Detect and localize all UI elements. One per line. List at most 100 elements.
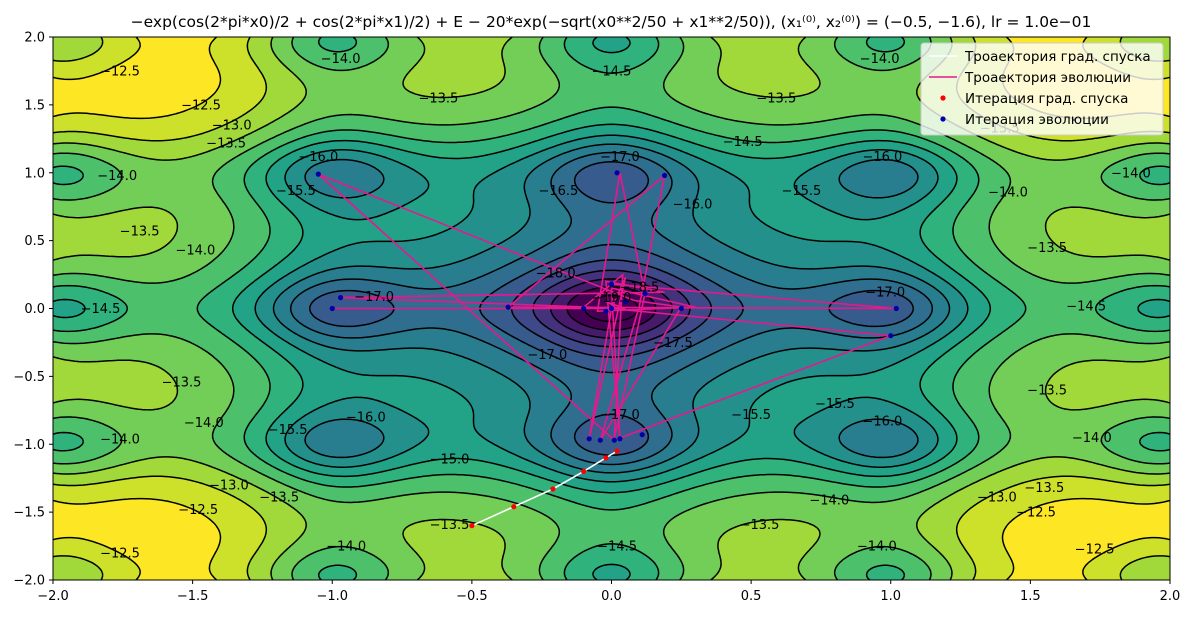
contour-label: −13.5 [418,92,458,107]
contour-label: −14.0 [809,493,849,508]
contour-label: −15.5 [815,397,855,412]
contour-label: −13.5 [430,518,470,533]
contour-label: −14.0 [326,540,366,555]
contour-label: −17.0 [600,408,640,423]
legend-label: Итерация эволюции [965,112,1109,128]
contour-label: −17.0 [600,150,640,165]
contour-label: −12.5 [1016,506,1056,521]
legend-label: Троаектория эволюции [964,70,1131,86]
contour-label: −12.5 [1075,542,1115,557]
series-point-3 [893,305,899,312]
series-point-3 [642,291,648,297]
series-point-3 [639,432,645,438]
x-tick-label: 0.5 [741,589,762,604]
series-point-3 [622,299,629,305]
contour-label: −16.0 [862,415,902,430]
contour-label: −14.0 [100,432,140,447]
contour-label: −14.0 [321,52,361,67]
series-point-2 [511,504,517,510]
y-tick-label: 0.5 [24,234,45,249]
series-point-2 [469,523,475,529]
series-point-3 [888,333,894,339]
y-tick-label: −1.0 [13,438,45,453]
contour-label: −13.0 [977,491,1017,506]
contour-label: −17.0 [865,286,905,301]
y-axis: 2.0 1.5 1.0 0.5 0.0 −0.5 −1.0 −1.5 −2.0 [13,31,53,589]
x-tick-label: 2.0 [1160,589,1181,604]
contour-label: −16.0 [298,150,338,165]
contour-label: −12.5 [181,98,221,113]
contour-label: −14.5 [597,540,637,555]
y-tick-label: −2.0 [13,574,45,589]
contour-label: −13.5 [1024,481,1064,496]
contour-label: −13.5 [162,375,202,390]
contour-line [53,37,1170,580]
series-point-3 [678,305,684,312]
contour-label: −14.0 [860,52,900,67]
contour-label: −13.5 [259,491,299,506]
contour-label: −15.5 [268,423,308,438]
y-tick-label: −1.5 [13,506,45,521]
x-axis: −2.0 −1.5 −1.0 −0.5 0.0 0.5 1.0 1.5 2.0 [37,580,1180,604]
contour-label: −14.0 [1111,166,1151,181]
chart-title: −exp(cos(2*pi*x0)/2 + cos(2*pi*x1)/2) + … [131,13,1092,31]
series-point-3 [611,437,617,443]
contour-label: −17.0 [354,290,394,305]
contour-label: −13.5 [206,136,246,151]
series-point-3 [329,305,335,312]
contour-label: −14.5 [1066,299,1106,314]
contour-line [53,37,1170,580]
legend-swatch [940,116,946,122]
series-point-2 [550,486,556,492]
contour-line [308,161,915,456]
contour-label: −14.5 [723,135,763,150]
contour-label: −14.0 [175,244,215,259]
contour-label: −14.5 [592,64,632,79]
x-tick-label: −0.5 [456,589,488,604]
contour-label: −13.5 [120,225,160,240]
contour-label: −16.5 [538,184,578,199]
contour-labels: −12.5−12.5−13.0−13.5−14.0−13.5−14.5−13.5… [81,52,1151,561]
contour-line [53,37,1170,580]
x-tick-label: −1.0 [316,589,348,604]
contour-label: −15.0 [430,453,470,468]
contour-label: −13.5 [740,518,780,533]
series-point-3 [608,305,615,312]
legend-box [920,42,1164,136]
contour-label: −13.0 [209,479,249,494]
contour-line [254,134,969,483]
contour-label: −16.0 [673,198,713,213]
contour-label: −19.0 [592,291,632,306]
contour-label: −14.0 [988,185,1028,200]
series-point-3 [603,308,609,314]
contour-label: −15.5 [731,408,771,423]
series-point-3 [662,172,668,179]
y-tick-label: 2.0 [24,31,45,46]
contour-label: −14.0 [97,169,137,184]
contour-label: −14.0 [857,540,897,555]
contour-label: −18.5 [619,280,659,295]
contour-label: −14.0 [184,416,224,431]
legend-swatch [940,95,946,101]
x-tick-label: 0.0 [601,589,622,604]
contour-label: −13.0 [212,119,252,134]
contour-label: −18.0 [536,267,576,282]
series-point-3 [581,305,587,312]
contour-label: −14.0 [1072,431,1112,446]
legend-label: Итерация град. спуска [965,91,1128,107]
series-point-2 [603,455,609,461]
series-point-2 [614,448,620,454]
contour-label: −12.5 [178,503,218,518]
series-point-3 [617,436,623,442]
series-point-3 [315,171,321,177]
series-point-3 [597,437,603,443]
x-tick-label: −1.5 [177,589,209,604]
x-tick-label: 1.5 [1020,589,1041,604]
contour-label: −13.5 [756,92,796,107]
series-point-3 [505,304,511,310]
contour-label: −13.5 [1027,241,1067,256]
contour-label: −15.5 [781,184,821,199]
contour-label: −12.5 [100,546,140,561]
